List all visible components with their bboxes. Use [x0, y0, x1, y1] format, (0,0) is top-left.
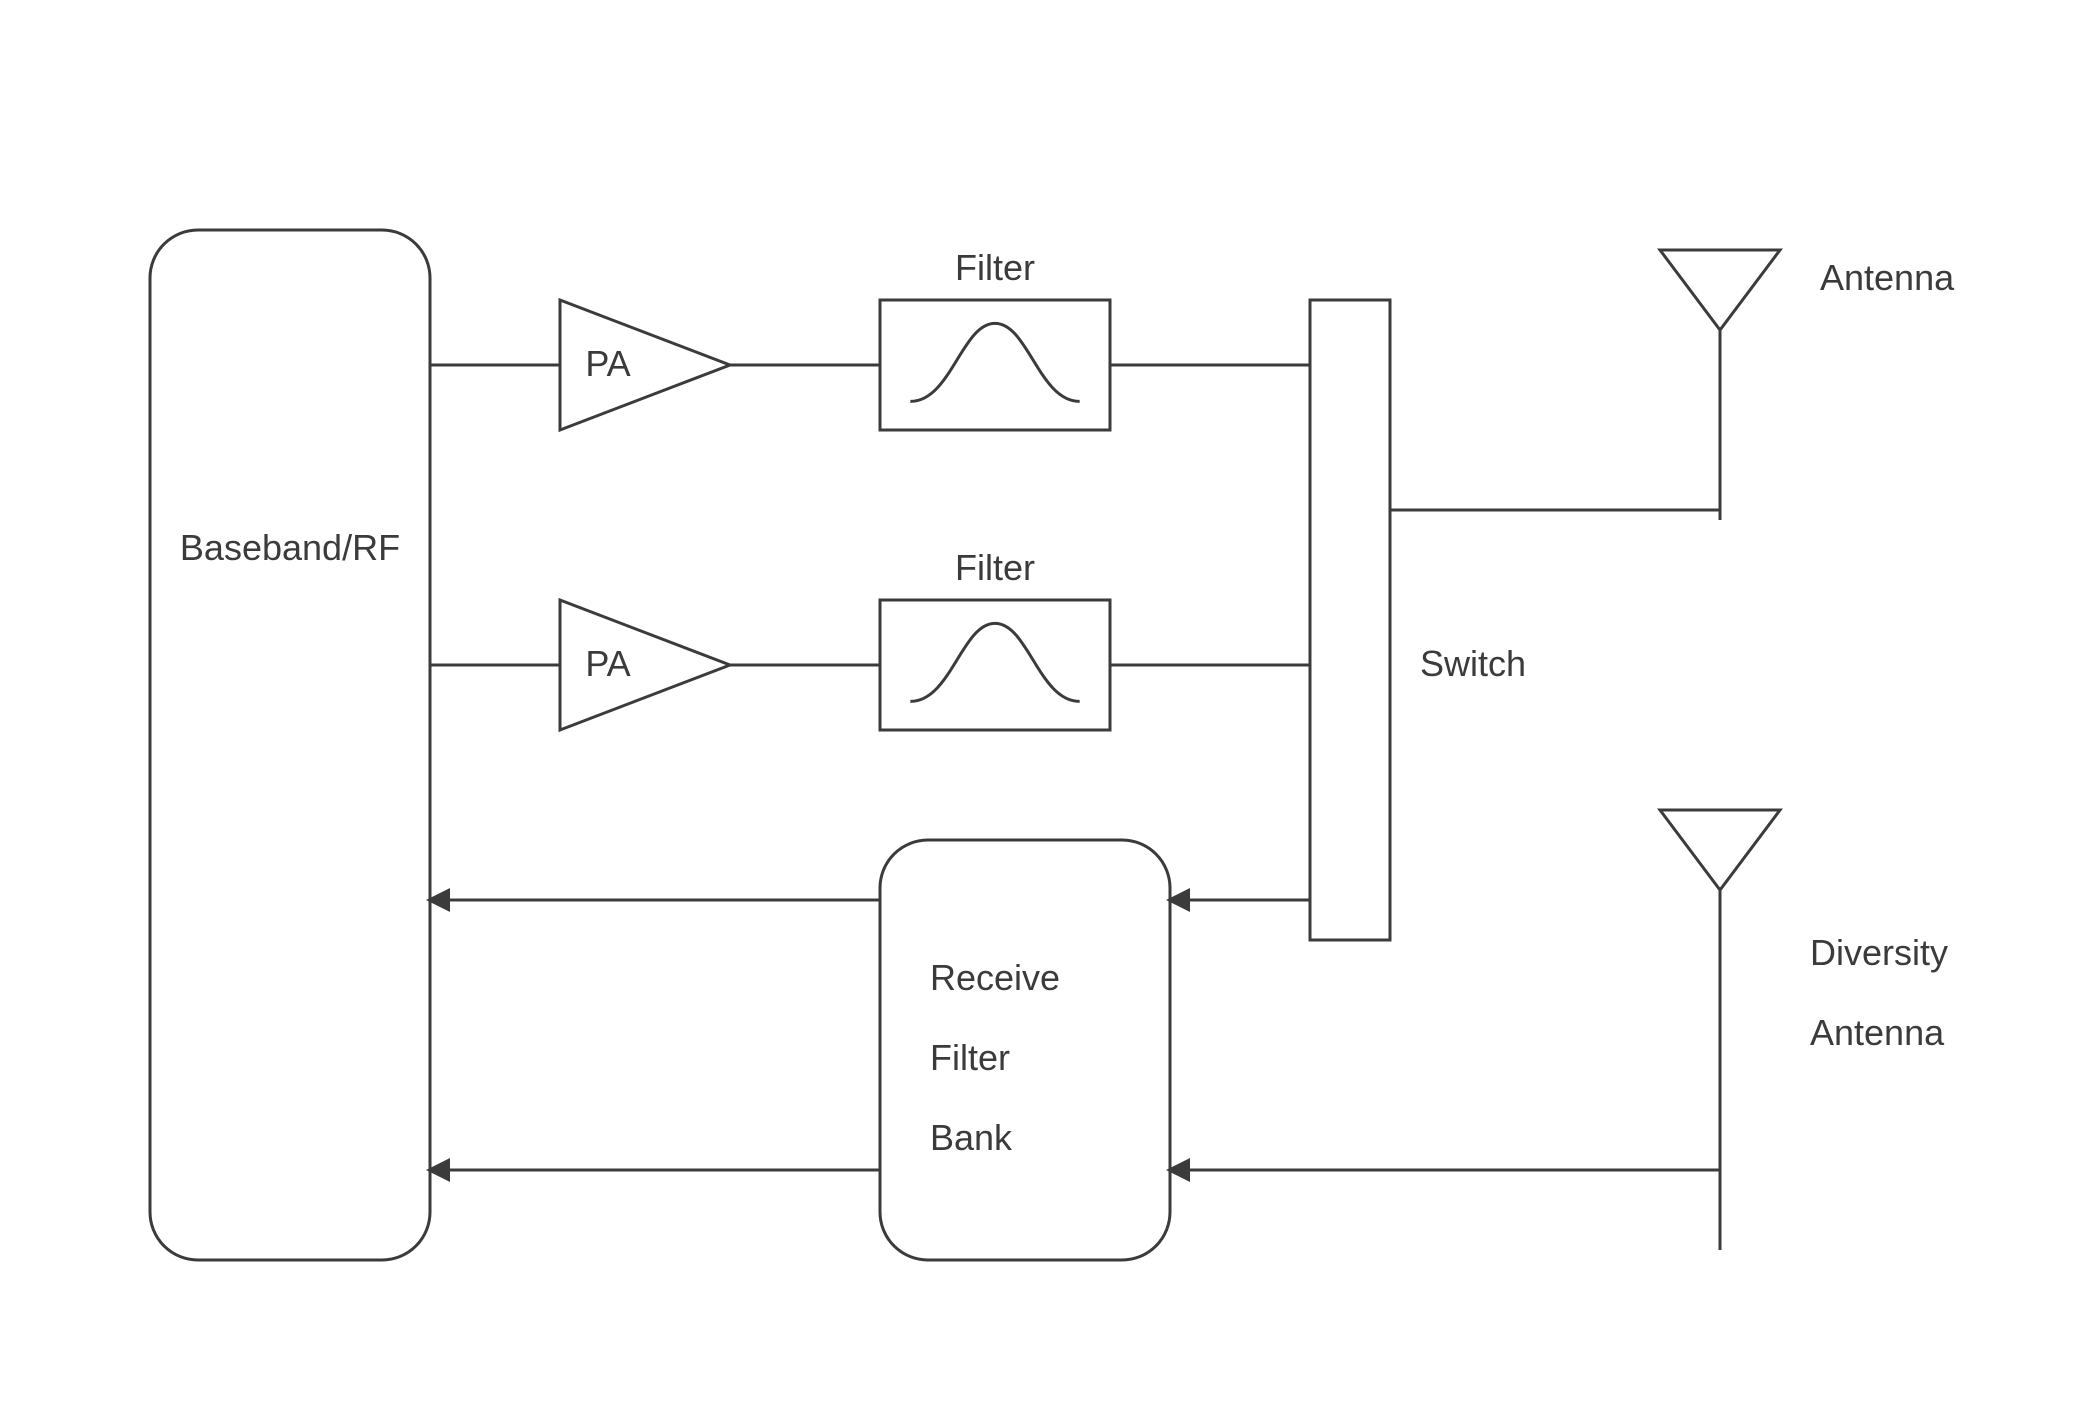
- antenna: Antenna: [1660, 250, 1955, 520]
- rf-block-diagram: Baseband/RF PA PA Filter Filter Switch Receive…: [0, 0, 2080, 1409]
- switch: Switch: [1310, 300, 1526, 940]
- pa1-label: PA: [585, 343, 630, 384]
- conn-switch-antenna-6: [1390, 510, 1720, 520]
- filter2-label: Filter: [955, 547, 1035, 588]
- diversity_antenna: Diversity Antenna: [1660, 810, 1948, 1250]
- pa2-label: PA: [585, 643, 630, 684]
- rx_filter_bank-label-1: Filter: [930, 1037, 1010, 1078]
- pa2: PA: [560, 600, 730, 730]
- filter2: Filter: [880, 547, 1110, 730]
- diversity_antenna-label-0: Diversity: [1810, 932, 1948, 973]
- antenna-label: Antenna: [1820, 257, 1955, 298]
- baseband-label: Baseband/RF: [180, 527, 400, 568]
- pa1: PA: [560, 300, 730, 430]
- diversity_antenna-label-1: Antenna: [1810, 1012, 1945, 1053]
- filter1: Filter: [880, 247, 1110, 430]
- rx_filter_bank-label-0: Receive: [930, 957, 1060, 998]
- filter1-label: Filter: [955, 247, 1035, 288]
- rx_filter_bank-label-2: Bank: [930, 1117, 1013, 1158]
- switch-label: Switch: [1420, 643, 1526, 684]
- rx_filter_bank: Receive Filter Bank: [880, 840, 1170, 1260]
- baseband: Baseband/RF: [150, 230, 430, 1260]
